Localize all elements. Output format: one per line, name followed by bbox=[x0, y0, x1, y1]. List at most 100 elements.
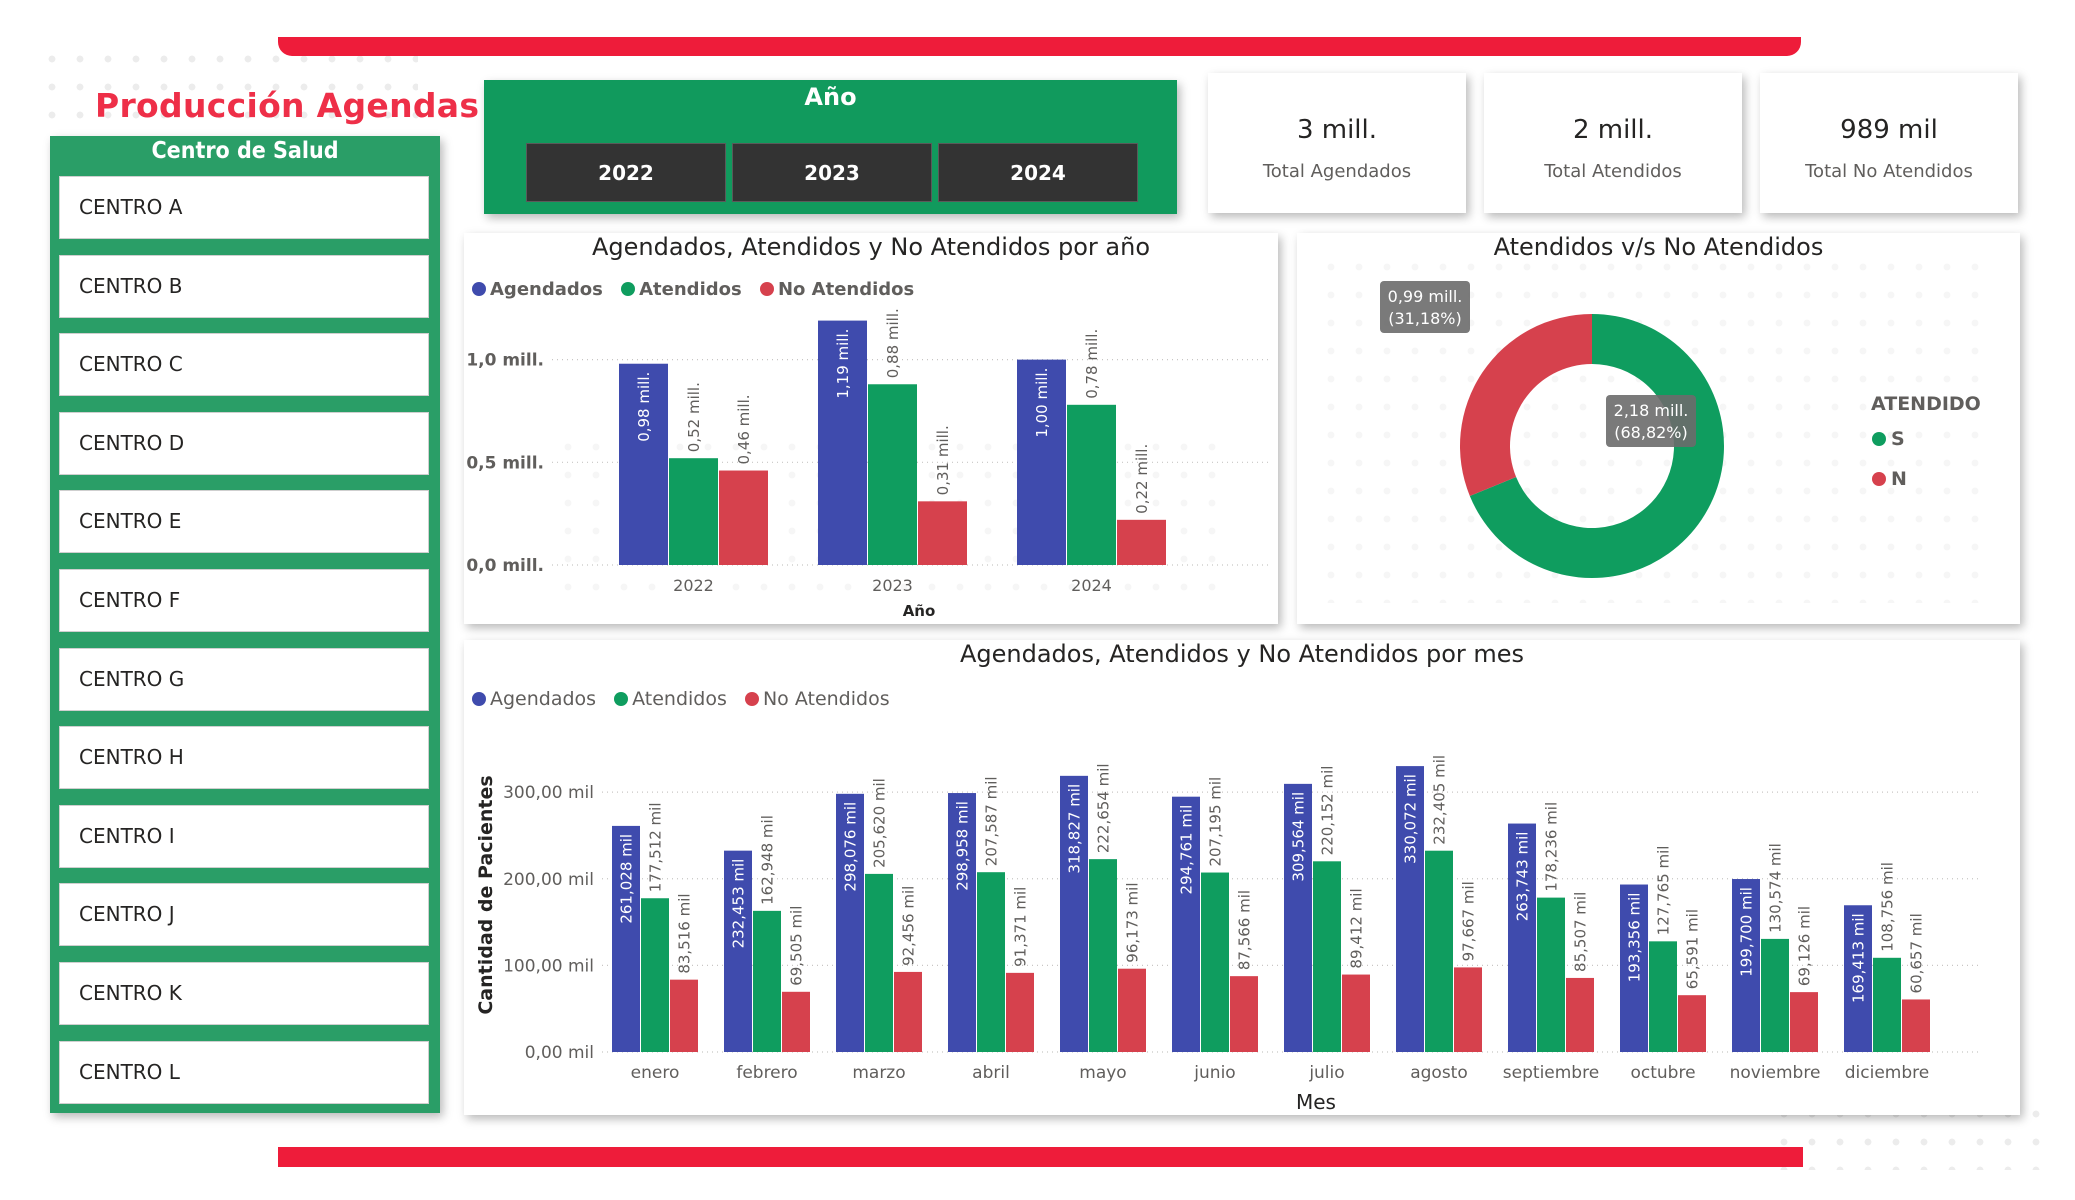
y-tick-label: 0,5 mill. bbox=[466, 453, 544, 473]
data-label: 318,827 mil bbox=[1065, 784, 1083, 874]
slicer-item-centro-b[interactable]: CENTRO B bbox=[59, 254, 429, 318]
legend-item-no-atendidos[interactable]: No Atendidos bbox=[744, 688, 890, 710]
slicer-item-centro-h[interactable]: CENTRO H bbox=[59, 726, 429, 790]
bar-no-atendidos bbox=[719, 470, 768, 565]
bar-no-atendidos bbox=[1790, 992, 1818, 1052]
x-axis-title: Mes bbox=[1296, 1090, 1336, 1114]
data-label: 87,566 mil bbox=[1235, 890, 1253, 970]
slicer-item-centro-j[interactable]: CENTRO J bbox=[59, 883, 429, 947]
kpi-card-atendidos: 2 mill. Total Atendidos bbox=[1484, 73, 1742, 213]
data-label: 130,574 mil bbox=[1766, 843, 1784, 933]
year-button-2023[interactable]: 2023 bbox=[732, 143, 932, 202]
year-slicer: Año 2022 2023 2024 bbox=[484, 80, 1177, 214]
y-axis-title: Cantidad de Pacientes bbox=[475, 775, 497, 1014]
x-tick-label: febrero bbox=[736, 1063, 797, 1083]
bar-agendados bbox=[612, 825, 640, 1052]
data-label: 85,507 mil bbox=[1571, 892, 1589, 972]
chart-title: Agendados, Atendidos y No Atendidos por … bbox=[959, 640, 1525, 668]
x-tick-label: enero bbox=[631, 1063, 680, 1083]
chart-panel-donut: Atendidos v/s No Atendidos 2,18 mill. (68… bbox=[1297, 233, 2020, 624]
slicer-item-label: CENTRO H bbox=[79, 745, 184, 770]
x-tick-label: julio bbox=[1308, 1063, 1344, 1083]
chart-legend: Agendados Atendidos No Atendidos bbox=[472, 688, 902, 710]
data-label: 97,667 mil bbox=[1459, 881, 1477, 961]
page-title: Producción Agendas bbox=[95, 86, 480, 125]
bottom-accent-bar bbox=[278, 1147, 1803, 1167]
x-tick-label: marzo bbox=[852, 1063, 905, 1083]
data-label: 0,52 mill. bbox=[685, 382, 703, 452]
centro-slicer: Centro de Salud CENTRO A CENTRO B CENTRO C… bbox=[50, 136, 440, 1113]
legend-item-no-atendidos[interactable]: No Atendidos bbox=[759, 279, 914, 300]
slicer-item-label: CENTRO K bbox=[79, 981, 182, 1005]
slicer-item-centro-f[interactable]: CENTRO F bbox=[59, 569, 429, 632]
bar-no-atendidos bbox=[1117, 519, 1166, 565]
legend-item-agendados[interactable]: Agendados bbox=[472, 688, 596, 710]
bar-agendados bbox=[1284, 783, 1312, 1052]
y-tick-label: 0,00 mil bbox=[525, 1043, 594, 1063]
slicer-item-centro-l[interactable]: CENTRO L bbox=[59, 1040, 429, 1104]
slicer-item-label: CENTRO A bbox=[79, 195, 183, 219]
x-tick-label: diciembre bbox=[1845, 1063, 1929, 1083]
data-label: 220,152 mil bbox=[1318, 766, 1336, 856]
bar-no-atendidos bbox=[1342, 974, 1370, 1052]
legend-item-s[interactable]: S bbox=[1872, 428, 1905, 450]
bar-agendados bbox=[1508, 823, 1536, 1052]
bar-no-atendidos bbox=[782, 991, 810, 1052]
bar-agendados bbox=[948, 793, 976, 1052]
slicer-item-label: CENTRO I bbox=[79, 823, 175, 848]
bar-atendidos bbox=[753, 910, 781, 1052]
slicer-item-centro-a[interactable]: CENTRO A bbox=[59, 176, 429, 239]
bar-agendados bbox=[818, 320, 867, 565]
data-label: 108,756 mil bbox=[1878, 862, 1896, 952]
y-tick-label: 0,0 mill. bbox=[466, 556, 544, 576]
kpi-card-no-atendidos: 989 mil Total No Atendidos bbox=[1760, 73, 2018, 213]
x-tick-label: septiembre bbox=[1503, 1063, 1599, 1083]
y-tick-label: 200,00 mil bbox=[503, 870, 594, 890]
slicer-item-centro-g[interactable]: CENTRO G bbox=[59, 647, 429, 711]
donut-chart: 2,18 mill. (68,82%) 0,99 mill. (31,18%) bbox=[1380, 281, 1724, 578]
bar-no-atendidos bbox=[894, 971, 922, 1052]
chart-legend: Agendados Atendidos No Atendidos bbox=[472, 279, 926, 300]
y-tick-label: 100,00 mil bbox=[503, 956, 594, 976]
kpi-label: Total Agendados bbox=[1262, 161, 1412, 182]
centro-slicer-title: Centro de Salud bbox=[151, 138, 339, 164]
legend-item-agendados[interactable]: Agendados bbox=[472, 279, 603, 300]
slicer-item-centro-i[interactable]: CENTRO I bbox=[59, 804, 429, 868]
data-label: 83,516 mil bbox=[675, 893, 693, 973]
donut-legend-title: ATENDIDO bbox=[1871, 393, 1981, 415]
bar-agendados bbox=[1844, 905, 1872, 1052]
donut-slice-n bbox=[1460, 314, 1592, 496]
data-label: 0,78 mill. bbox=[1083, 329, 1101, 399]
bar-no-atendidos bbox=[1566, 977, 1594, 1052]
year-button-2024[interactable]: 2024 bbox=[938, 143, 1138, 202]
legend-item-atendidos[interactable]: Atendidos bbox=[621, 279, 742, 300]
kpi-card-agendados: 3 mill. Total Agendados bbox=[1208, 73, 1466, 213]
slicer-item-label: CENTRO J bbox=[79, 902, 175, 927]
data-label: 0,99 mill. bbox=[1388, 287, 1463, 306]
slicer-item-label: CENTRO L bbox=[79, 1059, 180, 1084]
bar-agendados bbox=[1620, 884, 1648, 1052]
bar-atendidos bbox=[1649, 941, 1677, 1052]
data-label: 205,620 mil bbox=[870, 778, 888, 868]
bar-atendidos bbox=[641, 898, 669, 1052]
bar-no-atendidos bbox=[1006, 972, 1034, 1052]
bar-no-atendidos bbox=[1902, 999, 1930, 1052]
slicer-item-centro-k[interactable]: CENTRO K bbox=[59, 962, 429, 1025]
slicer-item-label: CENTRO F bbox=[79, 588, 181, 612]
slicer-item-centro-e[interactable]: CENTRO E bbox=[59, 490, 429, 554]
data-label: 178,236 mil bbox=[1542, 802, 1560, 892]
data-label: 0,98 mill. bbox=[635, 372, 653, 442]
data-label: 261,028 mil bbox=[617, 834, 635, 924]
bar-agendados bbox=[836, 793, 864, 1052]
slicer-item-label: CENTRO D bbox=[79, 430, 185, 455]
slicer-item-centro-d[interactable]: CENTRO D bbox=[59, 411, 429, 475]
year-button-2022[interactable]: 2022 bbox=[526, 143, 726, 202]
data-label: 69,505 mil bbox=[787, 906, 805, 986]
data-label: 177,512 mil bbox=[646, 802, 664, 892]
legend-item-n[interactable]: N bbox=[1872, 468, 1907, 490]
x-tick-label: noviembre bbox=[1730, 1063, 1821, 1083]
legend-item-atendidos[interactable]: Atendidos bbox=[614, 688, 727, 710]
slicer-item-centro-c[interactable]: CENTRO C bbox=[59, 333, 429, 397]
chart-title: Atendidos v/s No Atendidos bbox=[1493, 233, 1824, 261]
bar-atendidos bbox=[1761, 938, 1789, 1052]
